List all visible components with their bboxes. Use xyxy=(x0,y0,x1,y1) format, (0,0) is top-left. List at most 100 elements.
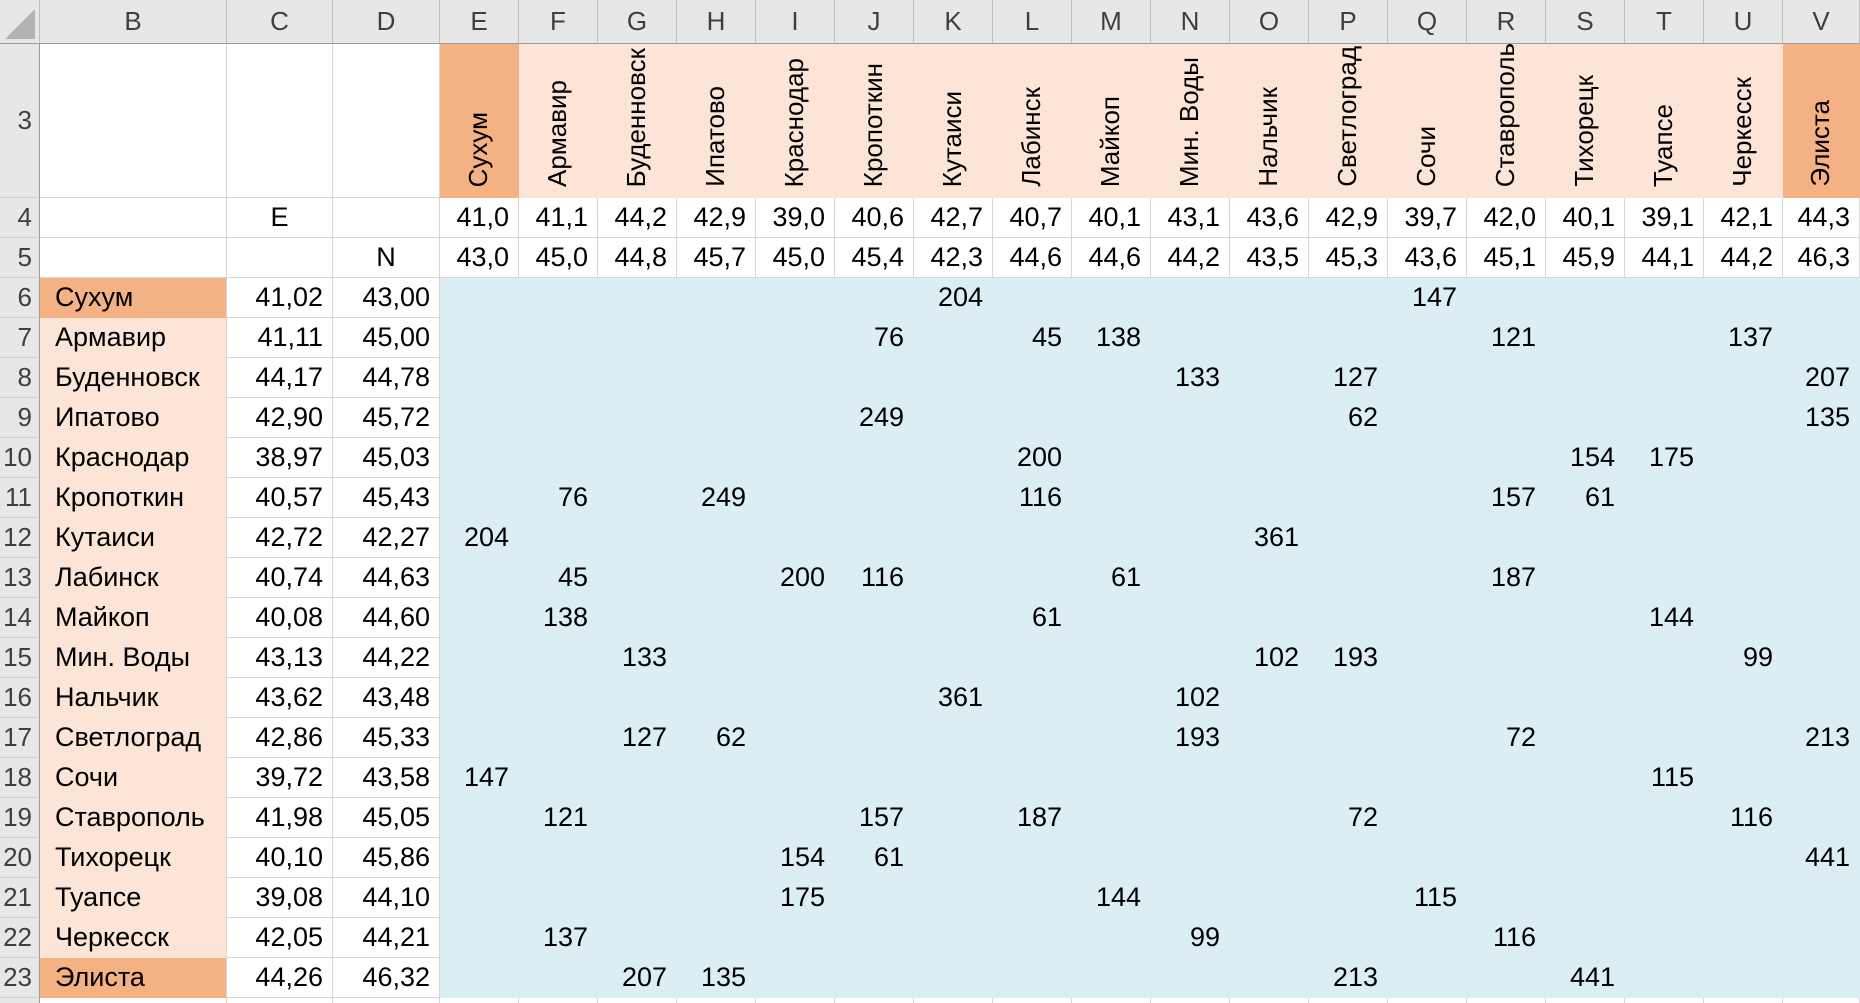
cell-D17[interactable]: 45,33 xyxy=(333,718,440,758)
city-column-header-N[interactable]: Мин. Воды xyxy=(1151,44,1230,198)
cell-G15[interactable]: 133 xyxy=(598,638,677,678)
cell-Q4[interactable]: 39,7 xyxy=(1388,198,1467,238)
cell-J15[interactable] xyxy=(835,638,914,678)
cell-V15[interactable] xyxy=(1783,638,1860,678)
cell-I7[interactable] xyxy=(756,318,835,358)
cell-B3[interactable] xyxy=(40,44,227,198)
cell-C6[interactable]: 41,02 xyxy=(227,278,333,318)
cell-H22[interactable] xyxy=(677,918,756,958)
cell-N7[interactable] xyxy=(1151,318,1230,358)
cell-O10[interactable] xyxy=(1230,438,1309,478)
cell-R10[interactable] xyxy=(1467,438,1546,478)
cell-P9[interactable]: 62 xyxy=(1309,398,1388,438)
cell-T15[interactable] xyxy=(1625,638,1704,678)
cell-U5[interactable]: 44,2 xyxy=(1704,238,1783,278)
cell-E12[interactable]: 204 xyxy=(440,518,519,558)
cell-N15[interactable] xyxy=(1151,638,1230,678)
cell-N8[interactable]: 133 xyxy=(1151,358,1230,398)
cell-S18[interactable] xyxy=(1546,758,1625,798)
column-header-M[interactable]: M xyxy=(1072,0,1151,44)
cell-G12[interactable] xyxy=(598,518,677,558)
city-column-header-I[interactable]: Краснодар xyxy=(756,44,835,198)
column-header-V[interactable]: V xyxy=(1783,0,1860,44)
cell-E23[interactable] xyxy=(440,958,519,998)
cell-F8[interactable] xyxy=(519,358,598,398)
cell-K12[interactable] xyxy=(914,518,993,558)
cell-C15[interactable]: 43,13 xyxy=(227,638,333,678)
cell-V12[interactable] xyxy=(1783,518,1860,558)
cell-Q22[interactable] xyxy=(1388,918,1467,958)
cell-H6[interactable] xyxy=(677,278,756,318)
cell-J13[interactable]: 116 xyxy=(835,558,914,598)
cell-I19[interactable] xyxy=(756,798,835,838)
cell-S9[interactable] xyxy=(1546,398,1625,438)
cell-B20[interactable]: Тихорецк xyxy=(40,838,227,878)
column-header-D[interactable]: D xyxy=(333,0,440,44)
cell-B11[interactable]: Кропоткин xyxy=(40,478,227,518)
cell-G11[interactable] xyxy=(598,478,677,518)
cell-H11[interactable]: 249 xyxy=(677,478,756,518)
cell-N20[interactable] xyxy=(1151,838,1230,878)
cell-T11[interactable] xyxy=(1625,478,1704,518)
cell-G19[interactable] xyxy=(598,798,677,838)
cell-U23[interactable] xyxy=(1704,958,1783,998)
cell-H15[interactable] xyxy=(677,638,756,678)
cell-V23[interactable] xyxy=(1783,958,1860,998)
cell-G13[interactable] xyxy=(598,558,677,598)
cell-D14[interactable]: 44,60 xyxy=(333,598,440,638)
cell-U15[interactable]: 99 xyxy=(1704,638,1783,678)
cell-L23[interactable] xyxy=(993,958,1072,998)
row-header-12[interactable]: 12 xyxy=(0,518,40,558)
cell-J21[interactable] xyxy=(835,878,914,918)
cell-S5[interactable]: 45,9 xyxy=(1546,238,1625,278)
cell-G10[interactable] xyxy=(598,438,677,478)
cell-L14[interactable]: 61 xyxy=(993,598,1072,638)
cell-C9[interactable]: 42,90 xyxy=(227,398,333,438)
cell-H14[interactable] xyxy=(677,598,756,638)
cell-F7[interactable] xyxy=(519,318,598,358)
cell-J6[interactable] xyxy=(835,278,914,318)
cell-R14[interactable] xyxy=(1467,598,1546,638)
cell-F9[interactable] xyxy=(519,398,598,438)
cell-B6[interactable]: Сухум xyxy=(40,278,227,318)
cell-N22[interactable]: 99 xyxy=(1151,918,1230,958)
cell-D15[interactable]: 44,22 xyxy=(333,638,440,678)
row-header-3[interactable]: 3 xyxy=(0,44,40,198)
cell-P7[interactable] xyxy=(1309,318,1388,358)
cell-O14[interactable] xyxy=(1230,598,1309,638)
cell-T14[interactable]: 144 xyxy=(1625,598,1704,638)
cell-T8[interactable] xyxy=(1625,358,1704,398)
cell-E7[interactable] xyxy=(440,318,519,358)
cell-H13[interactable] xyxy=(677,558,756,598)
cell-D20[interactable]: 45,86 xyxy=(333,838,440,878)
cell-O21[interactable] xyxy=(1230,878,1309,918)
cell-M23[interactable] xyxy=(1072,958,1151,998)
cell-I21[interactable]: 175 xyxy=(756,878,835,918)
column-header-O[interactable]: O xyxy=(1230,0,1309,44)
cell-O12[interactable]: 361 xyxy=(1230,518,1309,558)
cell-O17[interactable] xyxy=(1230,718,1309,758)
cell-F12[interactable] xyxy=(519,518,598,558)
cell-B9[interactable]: Ипатово xyxy=(40,398,227,438)
cell-E11[interactable] xyxy=(440,478,519,518)
city-column-header-U[interactable]: Черкесск xyxy=(1704,44,1783,198)
cell-G16[interactable] xyxy=(598,678,677,718)
cell-K5[interactable]: 42,3 xyxy=(914,238,993,278)
cell-C21[interactable]: 39,08 xyxy=(227,878,333,918)
cell-K11[interactable] xyxy=(914,478,993,518)
cell-T13[interactable] xyxy=(1625,558,1704,598)
cell-R4[interactable]: 42,0 xyxy=(1467,198,1546,238)
city-column-header-T[interactable]: Туапсе xyxy=(1625,44,1704,198)
cell-E22[interactable] xyxy=(440,918,519,958)
cell-J10[interactable] xyxy=(835,438,914,478)
cell-P15[interactable]: 193 xyxy=(1309,638,1388,678)
cell-M20[interactable] xyxy=(1072,838,1151,878)
cell-C20[interactable]: 40,10 xyxy=(227,838,333,878)
cell-O20[interactable] xyxy=(1230,838,1309,878)
cell-O11[interactable] xyxy=(1230,478,1309,518)
cell-D12[interactable]: 42,27 xyxy=(333,518,440,558)
cell-I8[interactable] xyxy=(756,358,835,398)
cell-C17[interactable]: 42,86 xyxy=(227,718,333,758)
cell-C3[interactable] xyxy=(227,44,333,198)
city-column-header-R[interactable]: Ставрополь xyxy=(1467,44,1546,198)
